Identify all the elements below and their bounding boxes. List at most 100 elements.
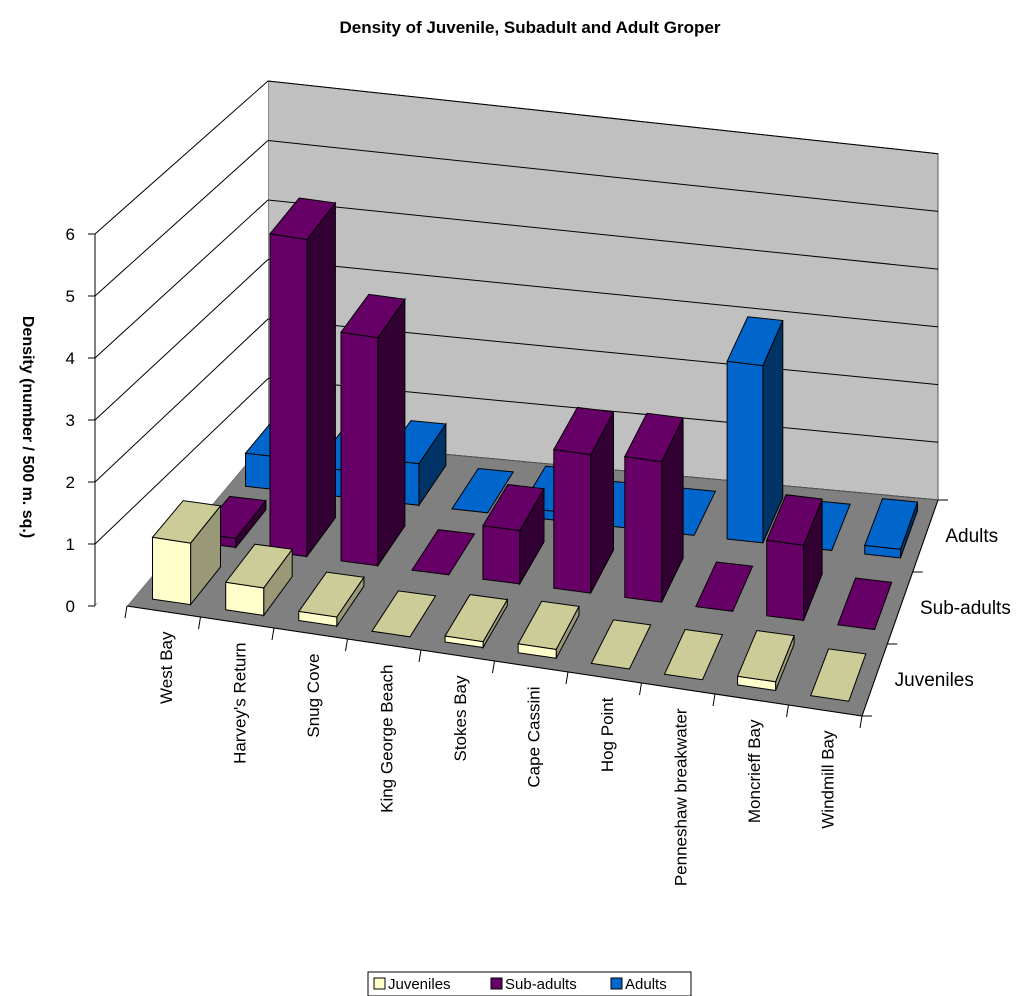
bar-top xyxy=(411,529,476,576)
y-tick-label: 6 xyxy=(66,225,75,244)
legend-label-sub-adults: Sub-adults xyxy=(505,976,577,993)
plot-area: 0 1 2 3 4 5 6 West Bay Harvey's Return Snug Cove K… xyxy=(66,80,1011,886)
bar-front xyxy=(269,233,308,558)
depth-label: Sub-adults xyxy=(920,598,1011,619)
gridline-back xyxy=(267,259,939,328)
bar-sub-adults-2 xyxy=(340,293,406,568)
legend: Juveniles Sub-adults Adults xyxy=(367,971,692,996)
gridline-side xyxy=(94,199,269,359)
bar-top xyxy=(726,316,784,367)
depth-label: Adults xyxy=(945,526,998,547)
bar-top xyxy=(837,577,893,631)
x-tick-mark xyxy=(712,693,716,707)
x-tick-mark xyxy=(859,715,863,729)
x-tick-mark xyxy=(639,682,642,696)
legend-box xyxy=(367,971,692,996)
bar-top xyxy=(451,467,515,514)
bar-top xyxy=(340,293,406,339)
legend-swatch-adults xyxy=(610,977,623,990)
bar-front xyxy=(482,525,521,585)
x-category-label: West Bay xyxy=(157,631,176,704)
bar-side xyxy=(377,297,406,568)
x-tick-mark xyxy=(492,660,495,674)
x-tick-mark xyxy=(271,627,275,641)
bar-top xyxy=(482,483,545,532)
x-category-label: Cape Cassini xyxy=(524,687,543,788)
bar-front xyxy=(553,448,592,594)
bar-juveniles-0 xyxy=(151,500,222,607)
gridline-side xyxy=(94,140,269,297)
x-tick-mark xyxy=(565,671,569,685)
x-tick-mark xyxy=(786,704,789,718)
depth-label: Juveniles xyxy=(895,670,974,691)
y-tick-label: 5 xyxy=(66,287,75,306)
x-tick-mark xyxy=(418,649,422,663)
gridline-side xyxy=(94,378,269,545)
bar-top xyxy=(371,590,437,638)
bar-juveniles-8 xyxy=(736,629,795,692)
bar-juveniles-9 xyxy=(810,648,867,702)
bar-top xyxy=(553,406,615,456)
bar-top xyxy=(695,561,754,612)
bar-top xyxy=(765,494,823,546)
x-tick-mark xyxy=(124,605,128,619)
bar-top xyxy=(624,412,684,463)
x-tick-mark xyxy=(198,616,201,630)
bar-top xyxy=(297,571,365,618)
bar-top xyxy=(269,197,337,241)
gridline-side xyxy=(94,259,269,421)
bar-top xyxy=(444,594,509,643)
bar-juveniles-7 xyxy=(663,628,724,681)
bar-front xyxy=(766,539,805,621)
bar-sub-adults-3 xyxy=(411,529,476,576)
bar-juveniles-3 xyxy=(371,590,437,638)
gridline-back xyxy=(267,140,939,212)
y-tick-label: 2 xyxy=(66,473,75,492)
gridline-side xyxy=(94,80,269,235)
bar-adults-3 xyxy=(451,467,515,514)
bar-top xyxy=(517,600,580,650)
x-category-label: King George Beach xyxy=(377,665,396,813)
bar-adults-9 xyxy=(864,498,919,559)
bar-top xyxy=(151,500,222,544)
bar-sub-adults-1 xyxy=(269,197,337,559)
bar-sub-adults-4 xyxy=(482,483,545,586)
bar-top xyxy=(590,619,652,670)
y-tick-label: 3 xyxy=(66,411,75,430)
y-tick-label: 0 xyxy=(66,597,75,616)
x-category-label: Harvey's Return xyxy=(230,643,249,764)
depth-axis-line xyxy=(861,499,939,717)
legend-swatch-juveniles xyxy=(373,977,386,990)
bar-sub-adults-5 xyxy=(553,406,615,594)
y-axis-label: Density (number / 500 m. sq.) xyxy=(19,316,36,538)
y-tick-label: 1 xyxy=(66,535,75,554)
x-category-label: Hog Point xyxy=(598,697,617,772)
bar-top xyxy=(810,648,867,702)
x-axis-line xyxy=(126,605,863,717)
legend-label-juveniles: Juveniles xyxy=(388,976,451,993)
bar-front xyxy=(624,456,663,603)
gridline-side xyxy=(94,318,269,483)
bar-top xyxy=(864,498,919,550)
legend-swatch-sub-adults xyxy=(490,977,503,990)
bar-front xyxy=(726,360,764,544)
x-tick-mark xyxy=(345,638,348,652)
bar-juveniles-1 xyxy=(224,543,294,617)
bar-sub-adults-7 xyxy=(695,561,754,612)
bar-front xyxy=(340,331,379,567)
bar-top xyxy=(663,628,724,681)
bar-sub-adults-9 xyxy=(837,577,893,631)
legend-label-adults: Adults xyxy=(625,976,667,993)
bar-juveniles-5 xyxy=(517,600,580,659)
bar-juveniles-4 xyxy=(444,594,509,650)
x-category-label: Snug Cove xyxy=(304,654,323,738)
bar-sub-adults-8 xyxy=(765,494,823,621)
bar-adults-7 xyxy=(726,316,784,544)
x-category-label: Penneshaw breakwater xyxy=(671,708,690,886)
gridline-back xyxy=(267,80,939,155)
bar-front xyxy=(152,536,192,606)
y-tick-label: 4 xyxy=(66,349,75,368)
x-category-label: Stokes Bay xyxy=(451,675,470,761)
